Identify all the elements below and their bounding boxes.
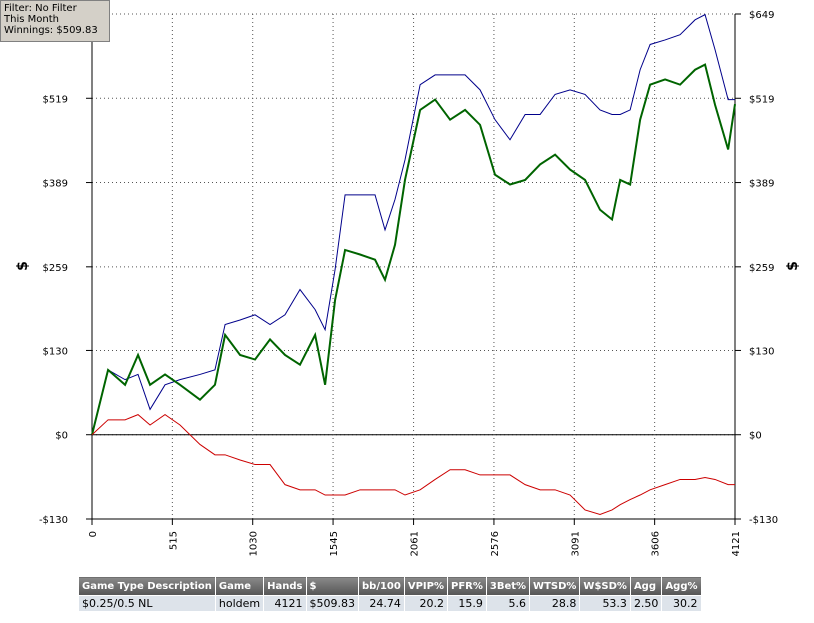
column-header: Agg	[629, 576, 663, 596]
filter-line: Filter: No Filter	[4, 3, 77, 14]
table-cell: $0.25/0.5 NL	[78, 595, 216, 612]
table-cell: 2.50	[629, 595, 663, 612]
y2-tick-label: $649	[749, 10, 774, 21]
filter-line: This Month	[4, 14, 59, 25]
table-cell: 28.8	[529, 595, 581, 612]
column-header: VPIP%	[403, 576, 448, 596]
y2-tick-label: -$130	[749, 515, 778, 526]
y2-tick-label: $519	[749, 94, 774, 105]
y2-tick-label: $130	[749, 346, 774, 357]
column-header: WTSD%	[529, 576, 581, 596]
table-cell: holdem	[214, 595, 265, 612]
y-tick-label: $519	[43, 94, 68, 105]
series-line	[91, 63, 736, 435]
table-cell: 4121	[263, 595, 307, 612]
column-header: Game Type Description	[78, 576, 216, 596]
y-tick-label: $130	[43, 346, 68, 357]
column-header: Hands	[263, 576, 307, 596]
stats-table: Game Type Description Game Hands $ bb/100 VPI…	[78, 576, 702, 612]
table-cell: 30.2	[661, 595, 702, 612]
filter-box: Filter: No Filter This Month Winnings: $50…	[0, 0, 110, 42]
filter-line: Winnings: $509.83	[4, 25, 98, 36]
column-header: 3Bet%	[485, 576, 531, 596]
y2-tick-label: $0	[749, 431, 762, 442]
table-cell: 15.9	[446, 595, 487, 612]
x-tick-label: 3091	[570, 531, 581, 556]
table-cell: 20.2	[403, 595, 448, 612]
table-row: $0.25/0.5 NL holdem 4121 $509.83 24.74 20.2 15…	[78, 595, 702, 612]
y-tick-label: $0	[55, 431, 68, 442]
y-tick-label: $389	[43, 179, 68, 190]
table-cell: 24.74	[358, 595, 405, 612]
table-cell: $509.83	[305, 595, 359, 612]
table-cell: 53.3	[579, 595, 631, 612]
x-tick-label: 2576	[490, 531, 501, 556]
x-tick-label: 0	[88, 531, 99, 537]
column-header: bb/100	[358, 576, 405, 596]
x-tick-label: 515	[168, 531, 179, 550]
y-tick-label: -$130	[39, 515, 68, 526]
x-tick-label: 2061	[410, 531, 421, 556]
column-header: W$SD%	[579, 576, 631, 596]
series-line	[91, 414, 735, 515]
table-cell: 5.6	[485, 595, 531, 612]
y2-tick-label: $259	[749, 263, 774, 274]
y2-tick-label: $389	[749, 179, 774, 190]
column-header: PFR%	[446, 576, 487, 596]
x-tick-label: 1545	[329, 531, 340, 556]
y-axis-label: $	[15, 261, 31, 271]
x-tick-label: 3606	[651, 531, 662, 556]
column-header: Game	[214, 576, 265, 596]
chart: $ $ -$130 -$130 $0 $0 $130 $130 $259 $259 $389 $3…	[15, 10, 801, 556]
x-tick-label: 1030	[249, 531, 260, 556]
y-tick-label: $259	[43, 263, 68, 274]
series-line	[91, 13, 735, 435]
column-header: $	[305, 576, 359, 596]
x-tick-label: 4121	[731, 531, 742, 556]
column-header: Agg%	[661, 576, 702, 596]
y2-axis-label: $	[785, 261, 801, 271]
